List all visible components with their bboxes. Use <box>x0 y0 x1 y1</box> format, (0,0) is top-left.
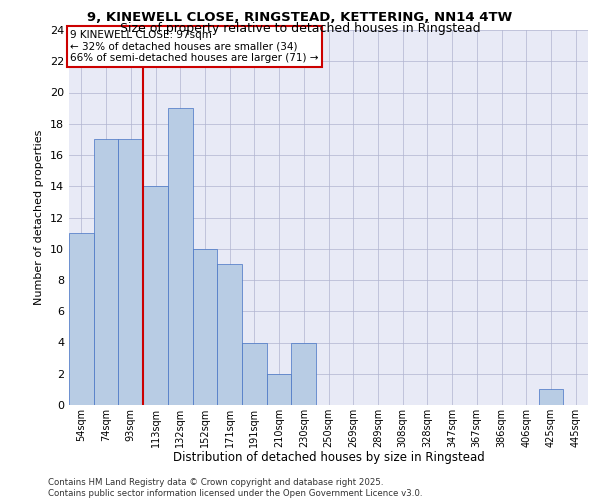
Bar <box>242 342 267 405</box>
Bar <box>217 264 242 405</box>
Y-axis label: Number of detached properties: Number of detached properties <box>34 130 44 305</box>
Bar <box>69 233 94 405</box>
Bar <box>193 248 217 405</box>
Text: 9 KINEWELL CLOSE: 97sqm
← 32% of detached houses are smaller (34)
66% of semi-de: 9 KINEWELL CLOSE: 97sqm ← 32% of detache… <box>70 30 319 63</box>
Bar <box>267 374 292 405</box>
Text: Size of property relative to detached houses in Ringstead: Size of property relative to detached ho… <box>119 22 481 35</box>
Bar <box>292 342 316 405</box>
Bar <box>143 186 168 405</box>
Bar <box>168 108 193 405</box>
Text: 9, KINEWELL CLOSE, RINGSTEAD, KETTERING, NN14 4TW: 9, KINEWELL CLOSE, RINGSTEAD, KETTERING,… <box>88 11 512 24</box>
Bar <box>118 140 143 405</box>
Text: Contains HM Land Registry data © Crown copyright and database right 2025.
Contai: Contains HM Land Registry data © Crown c… <box>48 478 422 498</box>
Bar <box>539 390 563 405</box>
Bar <box>94 140 118 405</box>
X-axis label: Distribution of detached houses by size in Ringstead: Distribution of detached houses by size … <box>173 452 484 464</box>
